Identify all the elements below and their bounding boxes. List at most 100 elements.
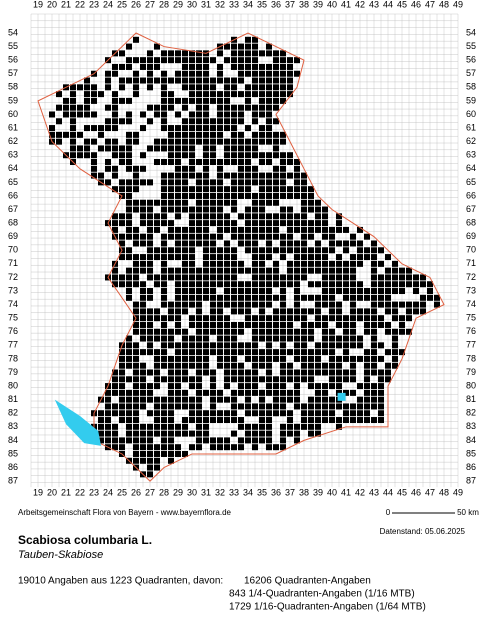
occurrence-square xyxy=(266,342,272,349)
lake xyxy=(337,392,346,401)
occurrence-square xyxy=(280,240,286,247)
occurrence-square xyxy=(259,247,265,254)
occurrence-square xyxy=(378,260,384,267)
occurrence-square xyxy=(280,355,286,362)
occurrence-square xyxy=(231,410,237,417)
occurrence-square xyxy=(280,301,286,308)
occurrence-square xyxy=(245,247,251,254)
occurrence-square xyxy=(147,410,153,417)
occurrence-square xyxy=(217,50,223,57)
occurrence-square xyxy=(252,77,258,84)
occurrence-square xyxy=(196,77,202,84)
occurrence-square xyxy=(350,321,356,328)
occurrence-square xyxy=(329,369,335,376)
occurrence-square xyxy=(140,199,146,206)
column-label: 39 xyxy=(313,487,323,497)
occurrence-square xyxy=(56,104,62,111)
occurrence-square xyxy=(147,315,153,322)
occurrence-square xyxy=(224,213,230,220)
occurrence-square xyxy=(392,342,398,349)
column-label: 22 xyxy=(75,487,85,497)
occurrence-square xyxy=(329,315,335,322)
occurrence-square xyxy=(294,301,300,308)
occurrence-square xyxy=(161,362,167,369)
occurrence-square xyxy=(133,342,139,349)
occurrence-square xyxy=(259,125,265,132)
occurrence-square xyxy=(224,369,230,376)
occurrence-square xyxy=(161,159,167,166)
occurrence-square xyxy=(140,267,146,274)
occurrence-square xyxy=(378,301,384,308)
occurrence-square xyxy=(252,321,258,328)
occurrence-square xyxy=(168,104,174,111)
occurrence-square xyxy=(154,315,160,322)
occurrence-square xyxy=(161,213,167,220)
occurrence-square xyxy=(273,349,279,356)
occurrence-square xyxy=(224,315,230,322)
occurrence-square xyxy=(343,376,349,383)
occurrence-square xyxy=(210,294,216,301)
occurrence-square xyxy=(308,362,314,369)
occurrence-square xyxy=(105,104,111,111)
occurrence-square xyxy=(399,315,405,322)
occurrence-square xyxy=(301,376,307,383)
occurrence-square xyxy=(343,260,349,267)
occurrence-square xyxy=(266,199,272,206)
occurrence-square xyxy=(252,301,258,308)
occurrence-square xyxy=(189,410,195,417)
occurrence-square xyxy=(294,179,300,186)
occurrence-square xyxy=(224,383,230,390)
column-label: 33 xyxy=(229,0,239,9)
occurrence-square xyxy=(371,417,377,424)
occurrence-square xyxy=(189,226,195,233)
occurrence-square xyxy=(210,315,216,322)
occurrence-square xyxy=(224,444,230,451)
occurrence-square xyxy=(126,417,132,424)
occurrence-square xyxy=(266,152,272,159)
occurrence-square xyxy=(203,254,209,261)
occurrence-square xyxy=(182,301,188,308)
occurrence-square xyxy=(175,308,181,315)
occurrence-square xyxy=(231,152,237,159)
occurrence-square xyxy=(175,396,181,403)
occurrence-square xyxy=(147,471,153,478)
occurrence-square xyxy=(336,281,342,288)
occurrence-square xyxy=(98,430,104,437)
occurrence-square xyxy=(259,423,265,430)
occurrence-square xyxy=(280,376,286,383)
occurrence-square xyxy=(308,328,314,335)
occurrence-square xyxy=(70,145,76,152)
column-label: 31 xyxy=(201,487,211,497)
occurrence-square xyxy=(315,362,321,369)
occurrence-square xyxy=(231,376,237,383)
occurrence-square xyxy=(392,335,398,342)
occurrence-square xyxy=(154,430,160,437)
occurrence-square xyxy=(182,260,188,267)
occurrence-square xyxy=(196,294,202,301)
occurrence-square xyxy=(252,315,258,322)
occurrence-square xyxy=(385,362,391,369)
occurrence-square xyxy=(371,389,377,396)
occurrence-square xyxy=(399,328,405,335)
occurrence-square xyxy=(189,396,195,403)
column-label: 45 xyxy=(397,0,407,9)
occurrence-square xyxy=(140,288,146,295)
occurrence-square xyxy=(175,254,181,261)
occurrence-square xyxy=(245,179,251,186)
occurrence-square xyxy=(364,369,370,376)
occurrence-square xyxy=(140,254,146,261)
occurrence-square xyxy=(203,84,209,91)
occurrence-square xyxy=(266,423,272,430)
column-label: 38 xyxy=(299,0,309,9)
column-label: 45 xyxy=(397,487,407,497)
occurrence-square xyxy=(182,63,188,70)
occurrence-square xyxy=(308,254,314,261)
occurrence-square xyxy=(175,206,181,213)
occurrence-square xyxy=(392,308,398,315)
occurrence-square xyxy=(140,457,146,464)
occurrence-square xyxy=(140,233,146,240)
occurrence-square xyxy=(273,145,279,152)
occurrence-square xyxy=(245,294,251,301)
occurrence-square xyxy=(147,444,153,451)
occurrence-square xyxy=(280,288,286,295)
